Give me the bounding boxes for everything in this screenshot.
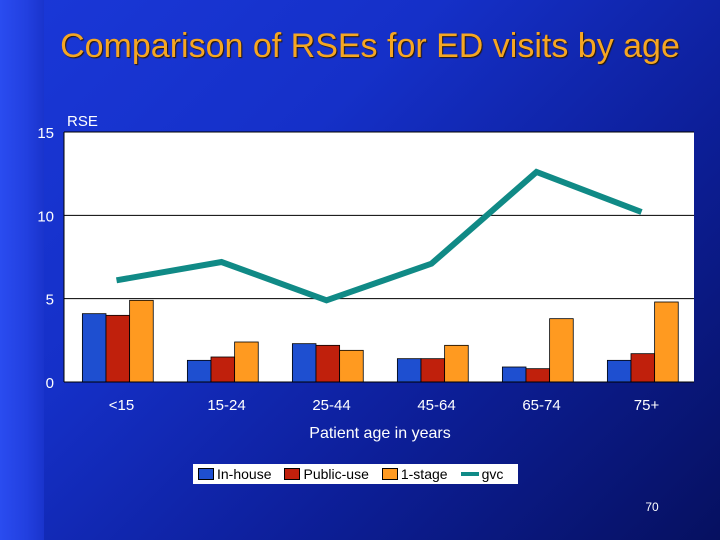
bar-1-stage xyxy=(129,299,154,383)
bar-in-house xyxy=(81,313,107,383)
page-number: 70 xyxy=(645,500,659,514)
line-series xyxy=(115,168,643,304)
bar-in-house xyxy=(291,343,317,383)
bar-public-use xyxy=(315,344,341,383)
bar-in-house xyxy=(186,359,212,383)
legend: In-house Public-use 1-stage gvc xyxy=(193,464,518,484)
x-tick-label: <15 xyxy=(109,397,134,414)
plot-area xyxy=(64,132,694,382)
legend-swatch xyxy=(460,472,479,476)
bar-public-use xyxy=(630,353,656,383)
bar-in-house xyxy=(396,358,422,383)
legend-label: gvc xyxy=(481,466,504,482)
bar-1-stage xyxy=(654,301,679,383)
x-tick-label: 25-44 xyxy=(312,397,350,414)
legend-swatch xyxy=(284,468,301,480)
line-gvc xyxy=(115,168,643,304)
legend-item-1-stage: 1-stage xyxy=(381,466,448,482)
x-tick-label: 45-64 xyxy=(417,397,455,414)
legend-item-in-house: In-house xyxy=(198,466,271,482)
y-tick-label: 10 xyxy=(37,208,54,225)
bar-in-house xyxy=(501,366,527,383)
x-tick-label: 65-74 xyxy=(522,397,560,414)
slide-title: Comparison of RSEs for ED visits by age xyxy=(60,27,680,65)
y-tick-label: 5 xyxy=(46,292,54,309)
slide-left-bar xyxy=(0,0,44,540)
axes: 0 5 10 15 <15 15-24 25-44 45-64 65-74 75+ xyxy=(37,125,694,414)
bar-in-house xyxy=(606,359,632,383)
legend-swatch xyxy=(198,468,214,480)
legend-item-gvc: gvc xyxy=(460,466,504,482)
legend-item-public-use: Public-use xyxy=(284,466,369,482)
bar-1-stage xyxy=(339,349,364,383)
y-axis-label: RSE xyxy=(67,113,98,130)
bar-public-use xyxy=(105,314,131,383)
bar-1-stage xyxy=(549,318,574,383)
gridlines xyxy=(64,131,694,300)
legend-label: Public-use xyxy=(303,466,369,482)
bar-1-stage xyxy=(444,344,469,383)
bars xyxy=(81,299,679,383)
y-tick-label: 15 xyxy=(37,125,54,142)
x-tick-label: 15-24 xyxy=(207,397,245,414)
bar-public-use xyxy=(420,358,446,383)
bar-1-stage xyxy=(234,341,259,383)
bar-public-use xyxy=(525,368,551,383)
bar-public-use xyxy=(210,356,236,383)
x-axis-label: Patient age in years xyxy=(309,425,450,442)
legend-label: 1-stage xyxy=(400,466,448,482)
x-tick-label: 75+ xyxy=(634,397,660,414)
legend-swatch xyxy=(381,468,398,480)
y-tick-label: 0 xyxy=(46,375,54,392)
legend-label: In-house xyxy=(217,466,272,482)
